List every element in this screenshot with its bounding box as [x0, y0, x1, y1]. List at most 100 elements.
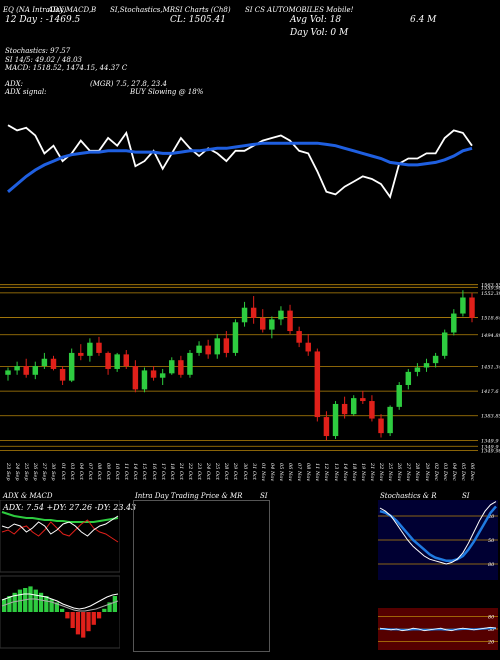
date-label: 09 Oct	[105, 463, 112, 480]
price-level-label: 1552.39	[481, 291, 500, 297]
macd-line	[1, 593, 119, 610]
date-label: 15 Oct	[141, 463, 148, 480]
candle-body	[469, 297, 475, 318]
candle-body	[96, 342, 102, 353]
macd-bar	[86, 612, 91, 632]
candle-body	[196, 345, 202, 353]
candle-body	[250, 307, 257, 318]
candle-body	[159, 373, 166, 378]
candle-body	[241, 307, 248, 323]
stoch-axis-label: 80	[488, 562, 495, 568]
macd-signal-line	[1, 598, 119, 612]
adx-values: (MGR) 7.5, 27.8, 23.4	[90, 80, 167, 88]
intraday-panel-si: SI	[260, 492, 268, 500]
candle-body	[405, 371, 412, 385]
date-label: 24 Oct	[205, 463, 212, 480]
stochastics-value: Stochastics: 97.57	[5, 47, 71, 55]
price-level-label: 1494.89	[481, 333, 500, 339]
header-close: CL: 1505.41	[170, 15, 226, 25]
date-label: 21 Nov	[368, 463, 375, 482]
header-symbol: EQ (NA IntraDay)	[3, 6, 67, 14]
header-site: SI Charts (Ch8)	[175, 6, 231, 14]
date-label: 10 Oct	[114, 463, 121, 480]
date-label: 29 Oct	[232, 463, 239, 480]
candle-body	[360, 398, 366, 402]
price-level-label: 1518.64	[481, 315, 500, 321]
macd-bar	[112, 596, 117, 612]
header-company: SI CS AUTOMOBILES Mobile!	[245, 6, 354, 14]
candle-body	[223, 338, 230, 353]
si-axis-label: 80	[488, 614, 495, 620]
candle-body	[232, 322, 239, 353]
candle-body	[432, 355, 439, 364]
date-label: 04 Dec	[450, 463, 457, 481]
header-indicators-2: SI,Stochastics,MR	[110, 6, 176, 14]
candle-body	[123, 354, 130, 367]
header-vol-value: 6.4 M	[410, 15, 437, 25]
adx-signal-label: ADX signal:	[5, 88, 47, 96]
candle-body	[214, 338, 220, 355]
candle-body	[332, 403, 339, 437]
adx-panel-values: ADX: 7.54 +DY: 27.26 -DY: 23.43	[3, 503, 137, 512]
candle-body	[14, 366, 20, 371]
date-label: 12 Nov	[323, 463, 330, 482]
macd-bar	[96, 612, 102, 619]
date-label: 01 Nov	[259, 463, 266, 482]
candle-body	[460, 297, 466, 314]
header-day-change: 12 Day : -1469.5	[5, 15, 81, 25]
candle-body	[78, 352, 84, 356]
candle-body	[323, 417, 330, 437]
candle-body	[141, 370, 148, 390]
date-label: 23 Oct	[196, 463, 203, 480]
candle-body	[105, 352, 111, 369]
si-line	[379, 626, 497, 632]
date-label: 03 Dec	[441, 463, 448, 481]
candle-body	[305, 342, 311, 352]
macd-bar	[75, 612, 81, 635]
date-label: 11 Nov	[314, 463, 321, 482]
macd-bar	[60, 608, 65, 612]
date-label: 18 Oct	[168, 463, 175, 480]
candle-body	[87, 342, 93, 356]
date-label: 02 Dec	[432, 463, 439, 481]
candle-body	[23, 366, 29, 375]
macd-bar	[107, 602, 112, 612]
date-label: 07 Oct	[86, 463, 93, 480]
date-label: 14 Nov	[341, 463, 348, 482]
date-label: 24 Sep	[14, 463, 21, 481]
date-label: 11 Oct	[123, 463, 130, 480]
candle-body	[260, 317, 266, 330]
candle-body	[5, 370, 11, 375]
candle-body	[396, 385, 402, 407]
date-label: 03 Oct	[68, 463, 75, 480]
adx-line	[1, 511, 119, 523]
date-label: 06 Nov	[287, 463, 294, 482]
indicator-chart	[7, 124, 473, 199]
date-label: 29 Nov	[423, 463, 430, 482]
candle-body	[423, 363, 430, 368]
stoch-axis-label: 20	[487, 514, 495, 520]
macd-bar	[49, 599, 54, 612]
stoch-axis-label: 50	[488, 538, 495, 544]
date-label: 25 Oct	[214, 463, 221, 480]
candle-body	[350, 398, 357, 415]
stoch-panel-si: SI	[462, 492, 470, 500]
macd-bar	[38, 592, 44, 612]
stoch-rsi-panel: 80 50 20 80 50 20	[378, 500, 498, 650]
price-level-label: 1349.9	[481, 444, 499, 450]
date-label: 07 Nov	[296, 463, 303, 482]
stoch-k-line	[379, 501, 497, 565]
macd-value: MACD: 1518.52, 1474.15, 44.37 C	[5, 64, 128, 72]
candle-body	[314, 351, 321, 418]
macd-bar	[12, 592, 17, 612]
si-axis-label: 50	[488, 627, 495, 633]
price-level-label: 1417.6	[481, 389, 499, 395]
candle-body	[205, 345, 211, 355]
adx-macd-panel: ADX: 7.54 +DY: 27.26 -DY: 23.43	[0, 499, 136, 650]
candle-body	[378, 418, 384, 434]
si-value: SI 14/5: 49.02 / 48.03	[5, 56, 82, 64]
date-label: 22 Nov	[378, 463, 385, 482]
candle-body	[451, 313, 457, 333]
macd-bar	[70, 612, 75, 628]
